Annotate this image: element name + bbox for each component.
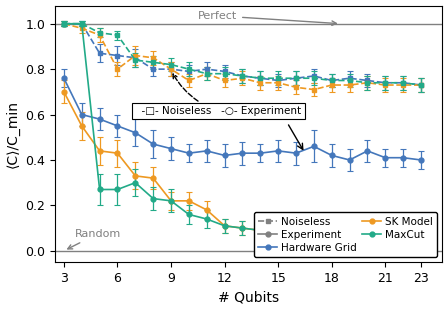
Legend: Noiseless, Experiment, Hardware Grid, SK Model, MaxCut: Noiseless, Experiment, Hardware Grid, SK… bbox=[254, 212, 437, 257]
Y-axis label: ⟨C⟩/C_min: ⟨C⟩/C_min bbox=[5, 100, 20, 168]
X-axis label: # Qubits: # Qubits bbox=[218, 290, 279, 304]
Text: -□- Noiseless   -○- Experiment: -□- Noiseless -○- Experiment bbox=[135, 74, 302, 116]
Text: Random: Random bbox=[68, 229, 121, 249]
Text: Perfect: Perfect bbox=[198, 11, 336, 25]
